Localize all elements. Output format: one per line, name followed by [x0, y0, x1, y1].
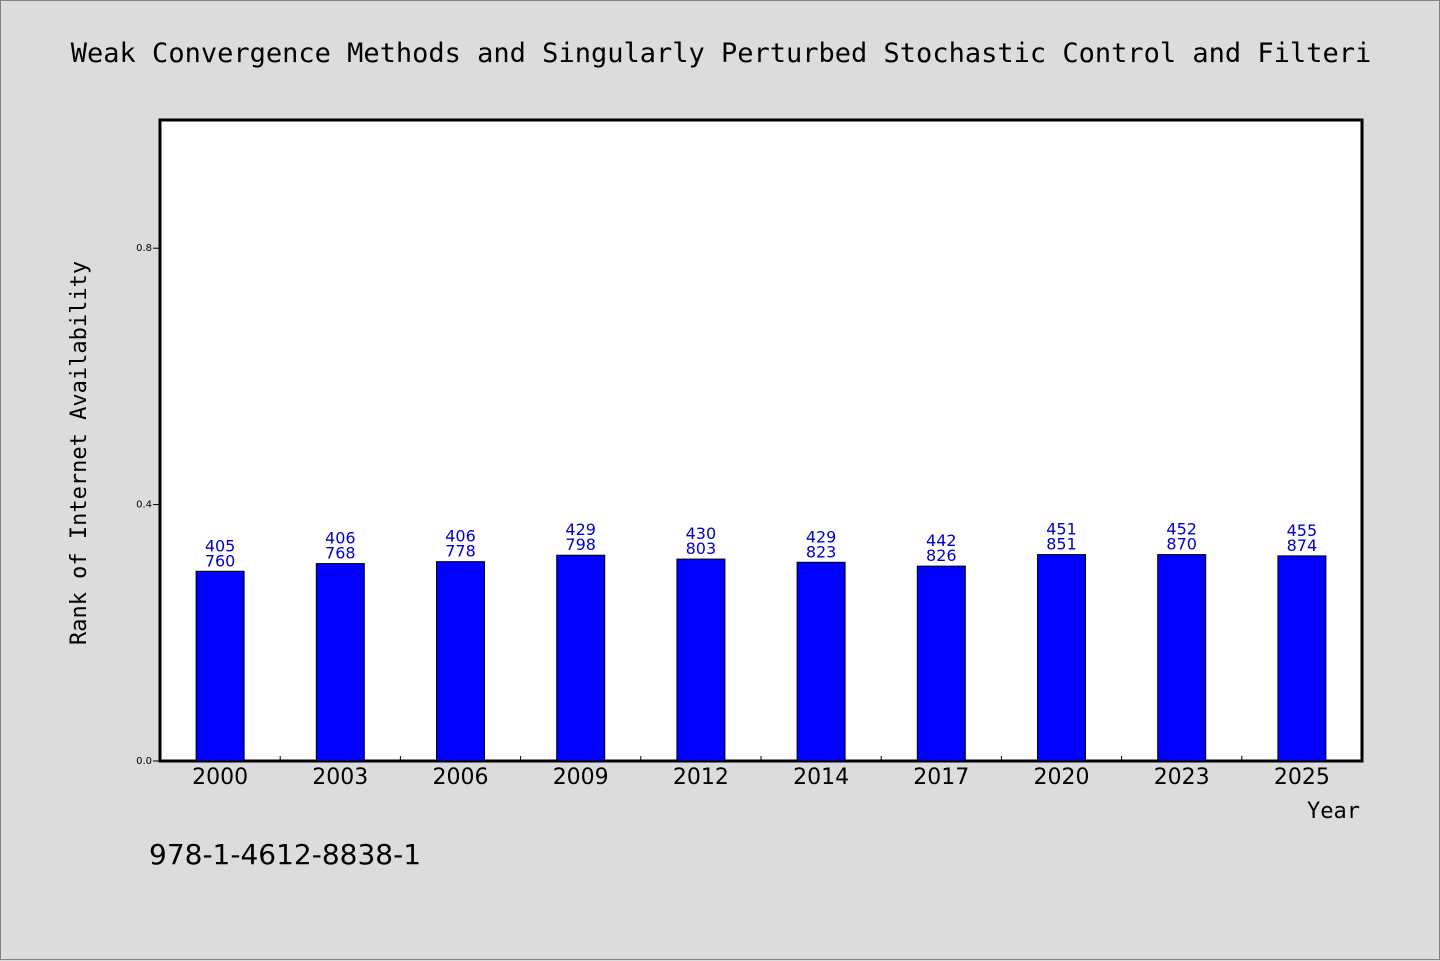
x-tick-label: 2012: [673, 765, 729, 790]
isbn-footnote: 978-1-4612-8838-1: [149, 838, 421, 871]
data-label-top: 455: [1287, 521, 1318, 540]
bar-2014: [796, 561, 846, 762]
data-label-top: 406: [325, 529, 356, 548]
data-label-bottom: 768: [325, 544, 356, 563]
bar-2009: [556, 554, 606, 762]
data-label-top: 442: [926, 531, 957, 550]
bar-2025: [1277, 555, 1327, 762]
x-tick-label: 2000: [192, 765, 248, 790]
chart-title: Weak Convergence Methods and Singularly …: [71, 38, 1371, 69]
data-labels: 4057604067684067784297984308034298234428…: [205, 520, 1317, 571]
x-tick-label: 2017: [913, 765, 969, 790]
y-tick-label: 0.8: [136, 243, 152, 254]
bar-2020: [1037, 554, 1086, 762]
x-tick-label: 2009: [553, 765, 609, 790]
data-label-bottom: 798: [565, 535, 596, 554]
bar-2003: [315, 563, 365, 762]
x-tick-label: 2003: [312, 765, 368, 790]
bar-2012: [676, 558, 726, 762]
data-label-bottom: 874: [1287, 536, 1318, 555]
data-label-top: 405: [205, 536, 236, 555]
data-label-bottom: 760: [205, 551, 236, 570]
y-tick-label: 0.4: [136, 500, 152, 511]
data-label-top: 406: [445, 527, 476, 546]
x-tick-label: 2020: [1034, 765, 1090, 790]
data-label-top: 451: [1046, 520, 1077, 539]
bar-2017: [916, 565, 966, 762]
bar-2000: [195, 570, 245, 762]
data-label-bottom: 823: [806, 542, 837, 561]
x-tick-label: 2025: [1274, 765, 1330, 790]
data-label-bottom: 851: [1046, 535, 1077, 554]
y-tick-label: 0.0: [136, 756, 152, 767]
x-axis-label: Year: [1307, 799, 1360, 824]
data-label-bottom: 870: [1166, 535, 1197, 554]
data-label-top: 429: [565, 520, 596, 539]
data-label-top: 452: [1166, 520, 1197, 539]
bars: [195, 554, 1327, 762]
data-label-bottom: 803: [686, 539, 717, 558]
data-label-bottom: 826: [926, 546, 957, 565]
bar-2023: [1157, 554, 1207, 762]
data-label-top: 430: [686, 524, 717, 543]
y-axis-label: Rank of Internet Availability: [67, 261, 92, 645]
x-tick-label: 2006: [433, 765, 489, 790]
y-axis-ticks: 0.0 0.4 0.8: [136, 243, 160, 767]
data-label-bottom: 778: [445, 542, 476, 561]
x-tick-label: 2014: [793, 765, 849, 790]
x-axis-ticks: 2000 2003 2006 2009 2012 2014 2017 2020 2023 2025: [192, 756, 1330, 790]
x-tick-label: 2023: [1154, 765, 1210, 790]
data-label-top: 429: [806, 527, 837, 546]
bar-2006: [436, 561, 485, 762]
